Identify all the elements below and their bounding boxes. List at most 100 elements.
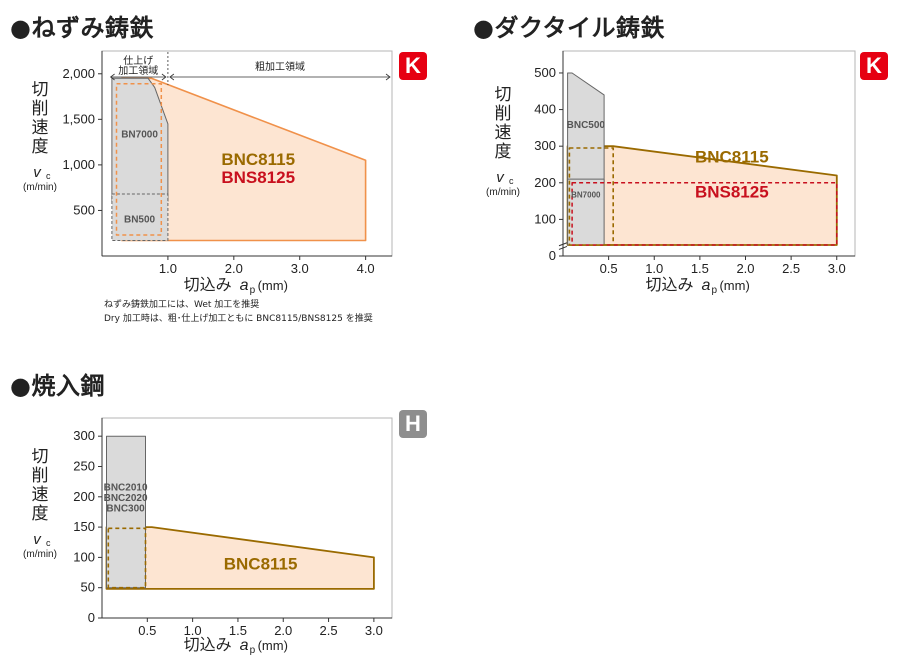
y-tick-label: 1,500 [62,111,95,126]
y-tick-label: 200 [73,489,95,504]
y-tick-label: 500 [534,65,556,80]
region-bnc8115-outline [568,147,615,246]
x-axis-label: 切込み [184,636,232,654]
zone-label-finishing-2: 加工領域 [118,64,158,77]
y-tick-label: 100 [73,549,95,564]
section-title-hardened-steel: ●焼入鋼 [10,372,105,400]
note-wet-recommendation: ねずみ鋳鉄加工には、Wet 加工を推奨 [104,300,260,310]
x-tick-label: 1.0 [645,261,663,276]
region-bnc500 [567,72,605,184]
x-axis-symbol: a [701,277,710,294]
y-axis-label-char: 削 [495,104,512,123]
x-tick-label: 0.5 [138,623,156,638]
x-tick-label: 3.0 [828,261,846,276]
y-axis-symbol-sub: c [46,171,51,181]
x-tick-label: 0.5 [600,261,618,276]
x-tick-label: 2.5 [782,261,800,276]
x-tick-label: 1.5 [691,261,709,276]
y-tick-label: 200 [534,175,556,190]
region-label: BNC500 [567,120,606,131]
axis-break-mark [558,242,568,250]
y-tick-label: 400 [534,102,556,117]
region-bn500-outline [115,83,163,236]
y-axis-symbol: v [33,531,42,548]
zone-label-finishing-1: 仕上げ [123,54,153,67]
y-tick-label: 1,000 [62,157,95,172]
x-tick-label: 2.0 [225,261,243,276]
zone-arrow-left-head [169,73,175,81]
x-tick-label: 3.0 [365,623,383,638]
zone-arrow-left-head [109,73,115,81]
zone-arrow-right-head [385,73,391,81]
y-axis-label-char: 速 [495,123,512,142]
y-axis-label-char: 度 [495,142,512,161]
x-axis-symbol-sub: p [250,645,256,656]
y-axis-symbol: v [496,169,505,186]
region-bnc2010-bnc2020-bnc300 [106,435,146,589]
y-axis-label-char: 速 [32,118,49,137]
x-tick-label: 1.5 [229,623,247,638]
note-dry-recommendation: Dry 加工時は、粗･仕上げ加工ともに BNC8115/BNS8125 を推奨 [104,314,373,324]
y-tick-label: 0 [88,610,95,625]
section-title-gray-cast-iron: ●ねずみ鋳鉄 [10,14,154,42]
region-label: BNC8115 [221,150,295,169]
y-axis-label-char: 切 [495,85,512,104]
x-axis-symbol-sub: p [250,285,256,296]
region-label: BNC8115 [224,555,298,574]
badge-h-hardened-steel: H [399,410,427,438]
region-label: BNS8125 [221,168,295,187]
x-axis-symbol-sub: p [711,285,717,296]
x-axis-unit: (mm) [258,638,288,653]
x-axis-unit: (mm) [719,278,749,293]
region-label: BNS8125 [695,182,769,201]
y-axis-label-char: 削 [32,99,49,118]
region-label: BNC2010 [104,483,148,494]
x-tick-label: 2.0 [274,623,292,638]
x-axis-symbol: a [240,637,249,654]
y-tick-label: 300 [534,138,556,153]
zone-label-roughing: 粗加工領域 [255,60,305,73]
y-axis-symbol: v [33,164,42,181]
y-tick-label: 500 [73,202,95,217]
region-label: BN7000 [571,190,601,199]
region-label: BNC8115 [695,148,769,167]
x-axis-label: 切込み [184,276,232,294]
region-bn500 [111,193,169,241]
x-tick-label: 1.0 [184,623,202,638]
x-tick-label: 2.0 [736,261,754,276]
y-axis-label-char: 切 [32,447,49,466]
y-tick-label: 100 [534,211,556,226]
y-axis-symbol-sub: c [46,538,51,548]
y-tick-label: 50 [81,580,95,595]
region-label: BNC2020 [104,493,148,504]
badge-k-gray-cast-iron: K [399,52,427,80]
section-title-ductile-cast-iron: ●ダクタイル鋳鉄 [473,14,665,42]
region-bns8125 [571,182,838,246]
y-axis-label-char: 度 [32,137,49,156]
y-axis-label-char: 速 [32,485,49,504]
x-axis-unit: (mm) [258,278,288,293]
x-tick-label: 3.0 [291,261,309,276]
x-tick-label: 1.0 [159,261,177,276]
x-tick-label: 4.0 [357,261,375,276]
x-axis-label: 切込み [645,276,693,294]
y-axis-label-char: 度 [32,504,49,523]
region-label: BN500 [124,214,156,225]
x-axis-symbol: a [240,277,249,294]
x-tick-label: 2.5 [320,623,338,638]
region-bnc8115-outline [107,527,147,589]
region-label: BNC300 [106,503,145,514]
badge-k-ductile-cast-iron: K [860,52,888,80]
y-tick-label: 0 [549,248,556,263]
y-axis-unit: (m/min) [23,182,57,193]
region-label: BN7000 [121,130,158,141]
y-axis-unit: (m/min) [23,549,57,560]
y-tick-label: 250 [73,458,95,473]
y-tick-label: 300 [73,428,95,443]
y-axis-label-char: 切 [32,80,49,99]
zone-arrow-right-head [161,73,167,81]
y-tick-label: 150 [73,519,95,534]
